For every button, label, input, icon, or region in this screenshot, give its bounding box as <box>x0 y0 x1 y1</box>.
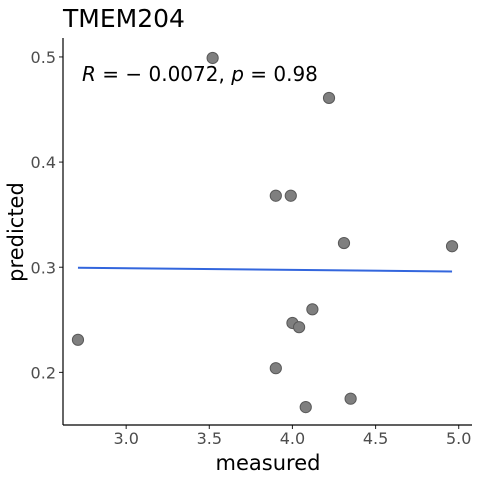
data-point <box>269 189 282 202</box>
x-tick-label: 4.5 <box>363 429 388 448</box>
y-axis-ticks: 0.2 0.3 0.4 0.5 <box>31 48 63 382</box>
x-tick-label: 3.0 <box>113 429 138 448</box>
data-point <box>292 321 306 334</box>
y-tick-label: 0.3 <box>31 258 56 277</box>
r-symbol: R <box>82 62 96 86</box>
data-point <box>206 51 219 65</box>
data-point <box>299 401 312 414</box>
r-value: = − 0.0072, <box>96 62 231 86</box>
x-axis-title: measured <box>216 451 321 475</box>
x-tick-label: 4.0 <box>280 429 305 448</box>
regression-line <box>77 266 453 273</box>
data-point <box>269 362 282 375</box>
data-point <box>71 333 85 346</box>
y-tick-label: 0.2 <box>31 363 56 382</box>
data-point <box>445 240 459 253</box>
p-value: = 0.98 <box>244 62 318 86</box>
x-axis-ticks: 3.0 3.5 4.0 4.5 5.0 <box>113 425 471 448</box>
data-point <box>306 303 319 316</box>
chart-title: TMEM204 <box>62 4 185 33</box>
data-point <box>284 189 297 202</box>
data-point <box>337 236 351 250</box>
data-point <box>344 392 357 405</box>
data-point <box>322 91 336 105</box>
p-symbol: p <box>230 62 244 86</box>
y-axis-title: predicted <box>4 182 28 282</box>
y-tick-label: 0.4 <box>31 153 56 172</box>
x-tick-label: 5.0 <box>446 429 471 448</box>
x-tick-label: 3.5 <box>197 429 222 448</box>
correlation-annotation: R = − 0.0072, p = 0.98 <box>82 62 318 86</box>
y-tick-label: 0.5 <box>31 48 56 67</box>
data-points <box>71 51 459 414</box>
